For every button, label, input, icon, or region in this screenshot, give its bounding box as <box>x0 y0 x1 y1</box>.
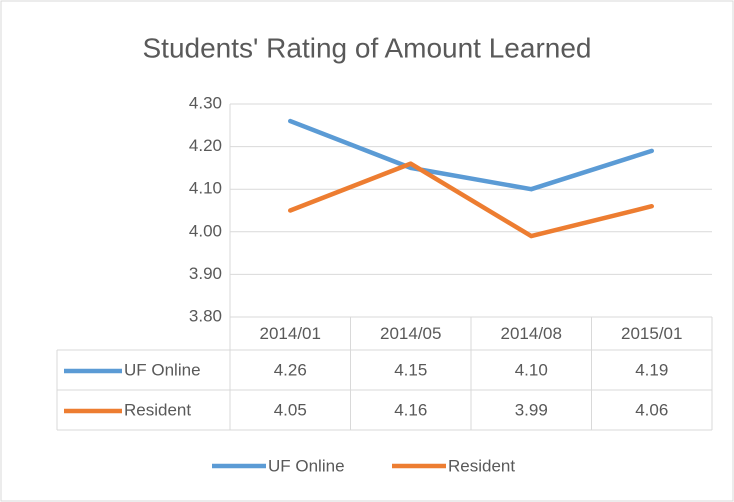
table-cell: 4.26 <box>274 360 307 379</box>
table-cell: 4.16 <box>394 400 427 419</box>
legend-label: Resident <box>448 456 515 475</box>
table-cell: 3.99 <box>515 400 548 419</box>
legend-label: UF Online <box>268 456 345 475</box>
table-cell: 4.15 <box>394 360 427 379</box>
x-tick-label: 2014/01 <box>260 324 321 343</box>
y-tick-label: 4.30 <box>189 93 222 112</box>
line-series <box>288 118 654 192</box>
table-row-header: UF Online <box>124 360 201 379</box>
x-tick-label: 2014/08 <box>501 324 562 343</box>
y-tick-label: 4.00 <box>189 221 222 240</box>
x-tick-label: 2014/05 <box>380 324 441 343</box>
x-tick-label: 2015/01 <box>621 324 682 343</box>
y-tick-label: 4.10 <box>189 179 222 198</box>
y-tick-label: 3.80 <box>189 306 222 325</box>
table-row-header: Resident <box>124 400 191 419</box>
y-tick-label: 3.90 <box>189 264 222 283</box>
chart-title: Students' Rating of Amount Learned <box>143 32 592 63</box>
table-cell: 4.10 <box>515 360 548 379</box>
table-cell: 4.06 <box>635 400 668 419</box>
table-cell: 4.19 <box>635 360 668 379</box>
y-tick-label: 4.20 <box>189 136 222 155</box>
table-cell: 4.05 <box>274 400 307 419</box>
line-series <box>288 161 654 239</box>
